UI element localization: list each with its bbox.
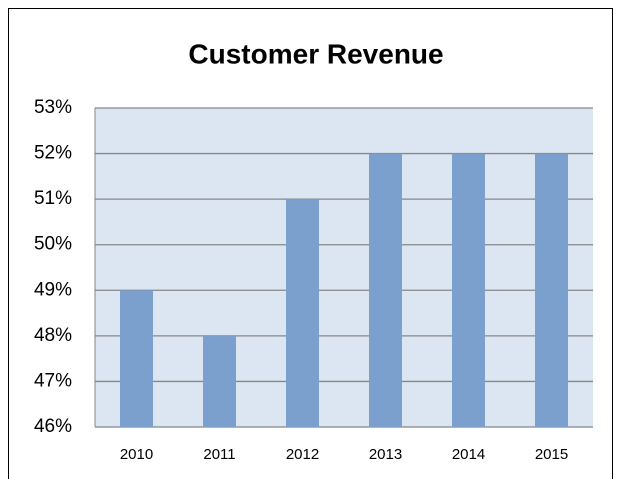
bar (120, 290, 153, 427)
bar (452, 153, 485, 428)
y-tick-label: 50% (34, 234, 72, 255)
x-tick-label: 2012 (286, 446, 319, 463)
y-tick-label: 52% (34, 143, 72, 164)
x-tick-label: 2010 (120, 446, 153, 463)
y-tick-label: 46% (34, 416, 72, 437)
x-tick-label: 2014 (452, 446, 485, 463)
x-tick-label: 2013 (369, 446, 402, 463)
bar (203, 335, 236, 427)
bar (286, 199, 319, 427)
y-tick-label: 48% (34, 325, 72, 346)
y-tick-label: 53% (34, 97, 72, 118)
y-tick-label: 47% (34, 370, 72, 391)
x-tick-label: 2011 (203, 446, 235, 463)
y-tick-label: 51% (34, 188, 72, 209)
x-tick-label: 2015 (535, 446, 568, 463)
plot-area (95, 108, 593, 427)
bar (535, 153, 568, 428)
y-tick-label: 49% (34, 279, 72, 300)
chart-title: Customer Revenue (188, 38, 443, 69)
bar (369, 153, 402, 428)
